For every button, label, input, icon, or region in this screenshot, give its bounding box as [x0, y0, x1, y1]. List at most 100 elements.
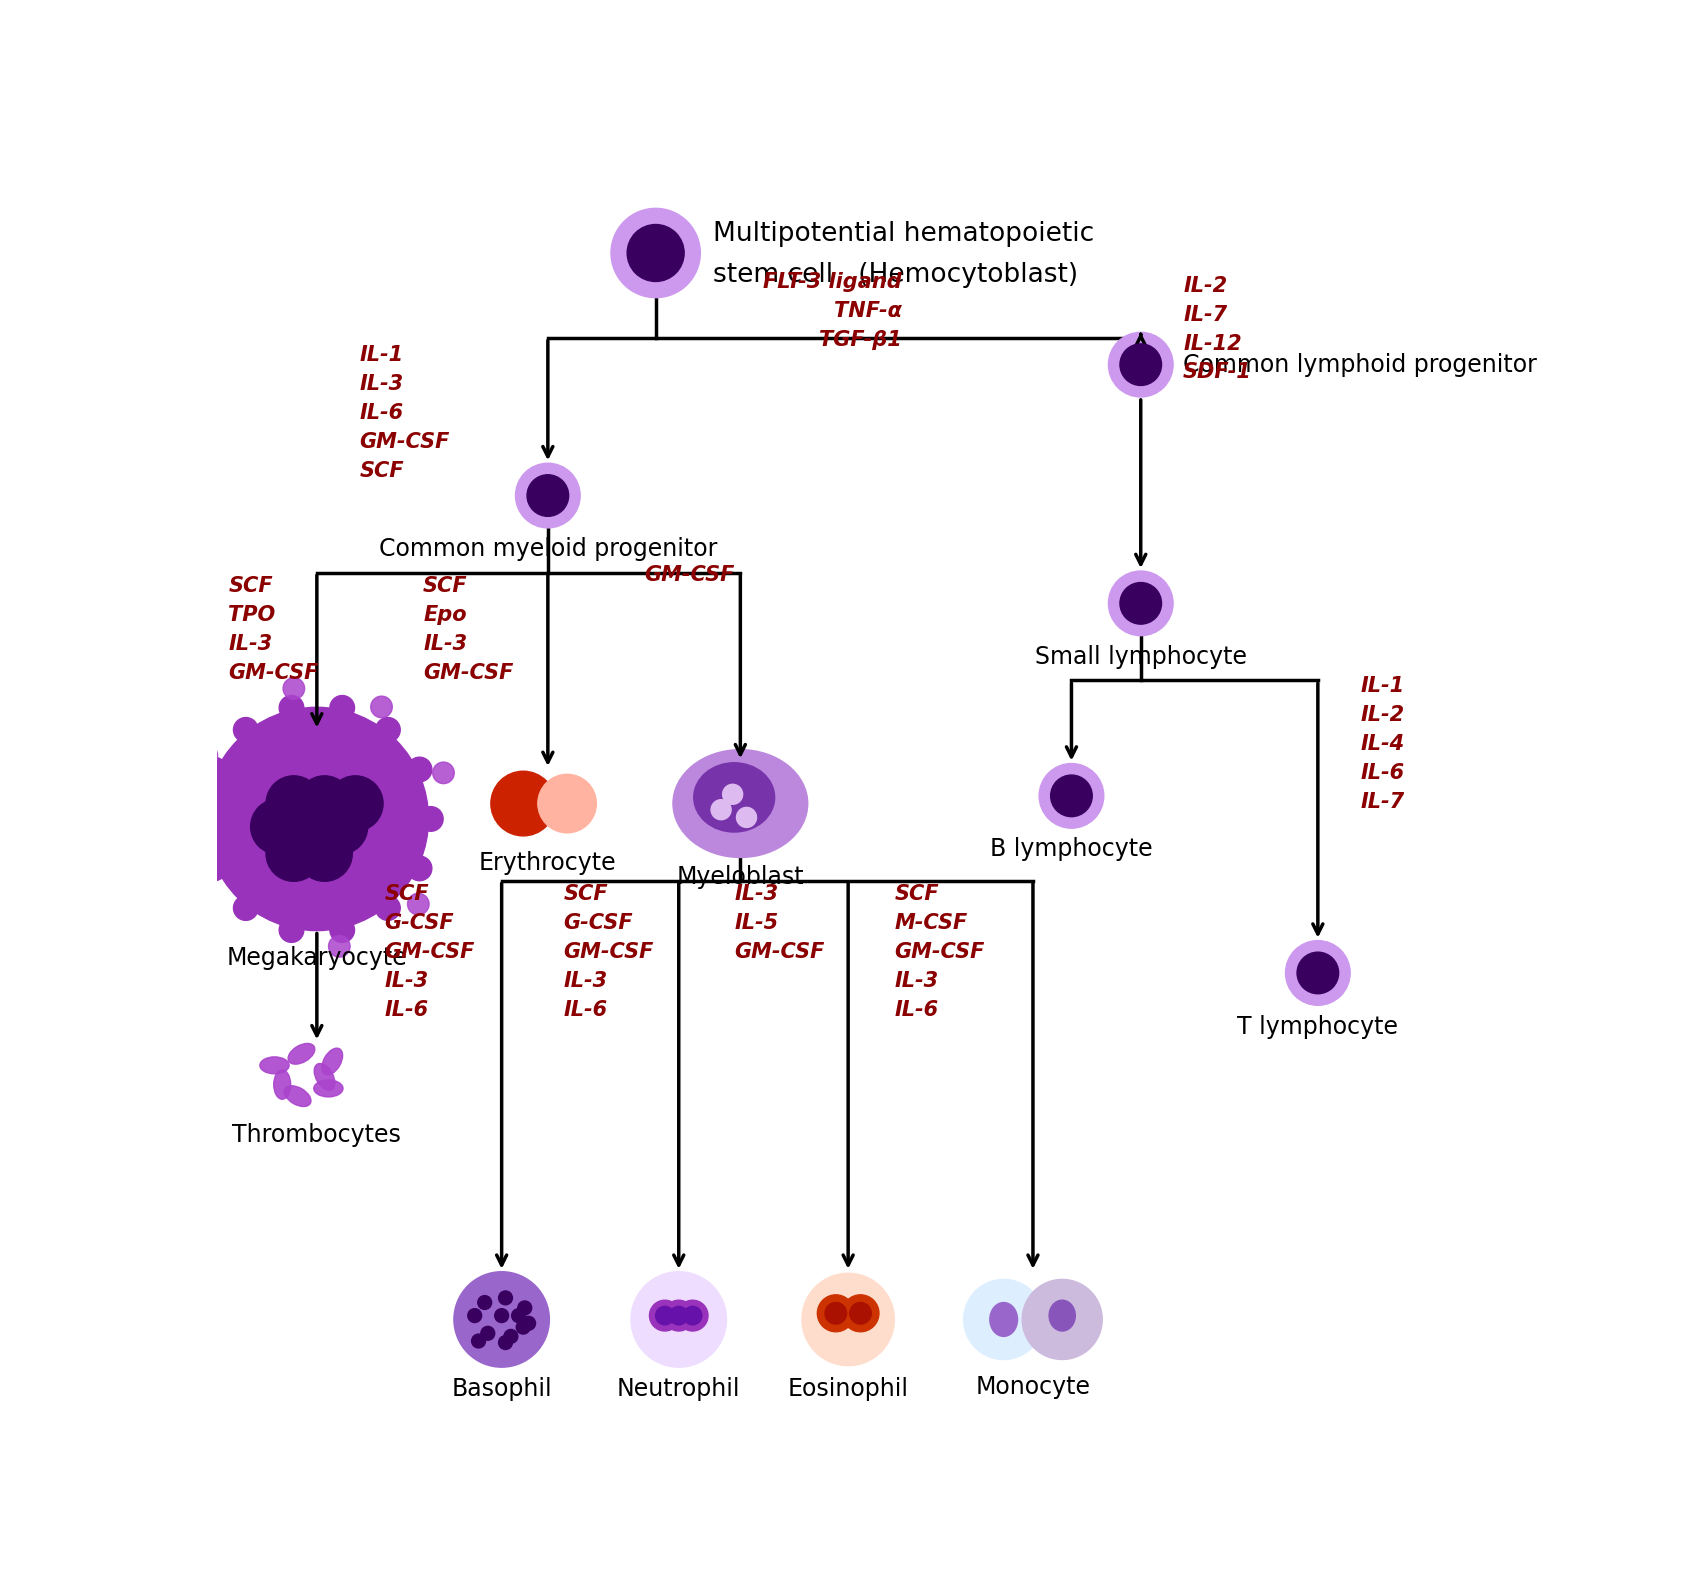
Text: IL-2
IL-7
IL-12
SDF-1: IL-2 IL-7 IL-12 SDF-1	[1183, 276, 1251, 383]
Circle shape	[298, 775, 352, 831]
Circle shape	[284, 678, 304, 699]
Circle shape	[206, 707, 428, 930]
Circle shape	[842, 1295, 879, 1332]
Text: SCF
G-CSF
GM-CSF
IL-3
IL-6: SCF G-CSF GM-CSF IL-3 IL-6	[563, 884, 653, 1019]
Circle shape	[1039, 764, 1103, 828]
Circle shape	[196, 745, 218, 766]
Circle shape	[190, 807, 216, 831]
Circle shape	[328, 775, 382, 831]
Circle shape	[376, 718, 399, 742]
Circle shape	[802, 1273, 894, 1365]
Text: stem cell   (Hemocytoblast): stem cell (Hemocytoblast)	[714, 262, 1078, 287]
Text: IL-1
IL-2
IL-4
IL-6
IL-7: IL-1 IL-2 IL-4 IL-6 IL-7	[1360, 676, 1404, 812]
Circle shape	[184, 853, 204, 874]
Circle shape	[610, 209, 700, 298]
Circle shape	[537, 774, 597, 833]
Circle shape	[265, 775, 321, 831]
Circle shape	[233, 896, 258, 920]
Circle shape	[282, 799, 337, 855]
Circle shape	[265, 826, 321, 882]
Circle shape	[1108, 571, 1173, 636]
Ellipse shape	[314, 1064, 335, 1091]
Circle shape	[202, 758, 226, 782]
Text: Thrombocytes: Thrombocytes	[233, 1123, 401, 1147]
Text: Megakaryocyte: Megakaryocyte	[226, 946, 408, 970]
Ellipse shape	[321, 1048, 343, 1075]
Text: T lymphocyte: T lymphocyte	[1238, 1014, 1399, 1038]
Ellipse shape	[989, 1303, 1018, 1337]
Circle shape	[371, 695, 393, 718]
Text: B lymphocyte: B lymphocyte	[989, 837, 1153, 861]
Circle shape	[1022, 1279, 1102, 1359]
Circle shape	[418, 807, 444, 831]
Circle shape	[512, 1308, 525, 1322]
Text: Multipotential hematopoietic: Multipotential hematopoietic	[714, 220, 1095, 247]
Circle shape	[818, 1295, 855, 1332]
Circle shape	[498, 1290, 512, 1305]
Circle shape	[491, 772, 556, 836]
Text: Small lymphocyte: Small lymphocyte	[1035, 644, 1246, 668]
Circle shape	[736, 807, 756, 828]
Circle shape	[1108, 332, 1173, 397]
Circle shape	[964, 1279, 1044, 1359]
Circle shape	[527, 475, 568, 517]
Circle shape	[850, 1303, 870, 1324]
Circle shape	[663, 1300, 694, 1330]
Text: SCF
TPO
IL-3
GM-CSF: SCF TPO IL-3 GM-CSF	[228, 576, 318, 683]
Ellipse shape	[694, 762, 775, 833]
Circle shape	[279, 917, 304, 943]
Text: Eosinophil: Eosinophil	[787, 1376, 908, 1400]
Circle shape	[711, 799, 731, 820]
Circle shape	[330, 695, 355, 721]
Circle shape	[498, 1335, 512, 1349]
Text: SCF
G-CSF
GM-CSF
IL-3
IL-6: SCF G-CSF GM-CSF IL-3 IL-6	[384, 884, 474, 1019]
Text: Neutrophil: Neutrophil	[617, 1376, 741, 1400]
Text: Basophil: Basophil	[450, 1376, 552, 1400]
Circle shape	[1051, 775, 1091, 817]
Circle shape	[471, 1333, 486, 1348]
Ellipse shape	[260, 1057, 289, 1073]
Circle shape	[434, 762, 454, 783]
Circle shape	[328, 936, 350, 957]
Ellipse shape	[1049, 1300, 1076, 1330]
Circle shape	[677, 1300, 707, 1330]
Text: Erythrocyte: Erythrocyte	[479, 852, 617, 876]
Circle shape	[1285, 941, 1350, 1005]
Text: Common myeloid progenitor: Common myeloid progenitor	[379, 538, 717, 561]
Circle shape	[824, 1303, 847, 1324]
Circle shape	[454, 1271, 549, 1367]
Circle shape	[683, 1306, 702, 1325]
Text: Common lymphoid progenitor: Common lymphoid progenitor	[1183, 352, 1537, 376]
Text: Myeloblast: Myeloblast	[677, 864, 804, 888]
Text: IL-3
IL-5
GM-CSF: IL-3 IL-5 GM-CSF	[734, 884, 824, 962]
Text: SCF
M-CSF
GM-CSF
IL-3
IL-6: SCF M-CSF GM-CSF IL-3 IL-6	[894, 884, 984, 1019]
Text: GM-CSF: GM-CSF	[644, 565, 734, 585]
Circle shape	[298, 826, 352, 882]
Circle shape	[522, 1316, 536, 1330]
Circle shape	[656, 1306, 675, 1325]
Ellipse shape	[314, 1080, 343, 1097]
Circle shape	[313, 799, 367, 855]
Circle shape	[279, 695, 304, 721]
Circle shape	[481, 1327, 495, 1340]
Circle shape	[202, 857, 226, 880]
Circle shape	[503, 1330, 518, 1343]
Circle shape	[518, 1302, 532, 1314]
Circle shape	[1120, 582, 1161, 624]
Circle shape	[330, 917, 355, 943]
Text: FLT-3 ligand
TNF-α
TGF-β1: FLT-3 ligand TNF-α TGF-β1	[763, 273, 903, 349]
Circle shape	[408, 758, 432, 782]
Circle shape	[515, 463, 580, 528]
Circle shape	[233, 718, 258, 742]
Circle shape	[1120, 345, 1161, 386]
Circle shape	[478, 1295, 491, 1309]
Circle shape	[670, 1306, 689, 1325]
Circle shape	[408, 857, 432, 880]
Ellipse shape	[284, 1086, 311, 1107]
Ellipse shape	[274, 1070, 291, 1099]
Circle shape	[627, 225, 683, 281]
Circle shape	[376, 896, 399, 920]
Text: Monocyte: Monocyte	[976, 1375, 1090, 1399]
Circle shape	[649, 1300, 680, 1330]
Circle shape	[1297, 952, 1338, 994]
